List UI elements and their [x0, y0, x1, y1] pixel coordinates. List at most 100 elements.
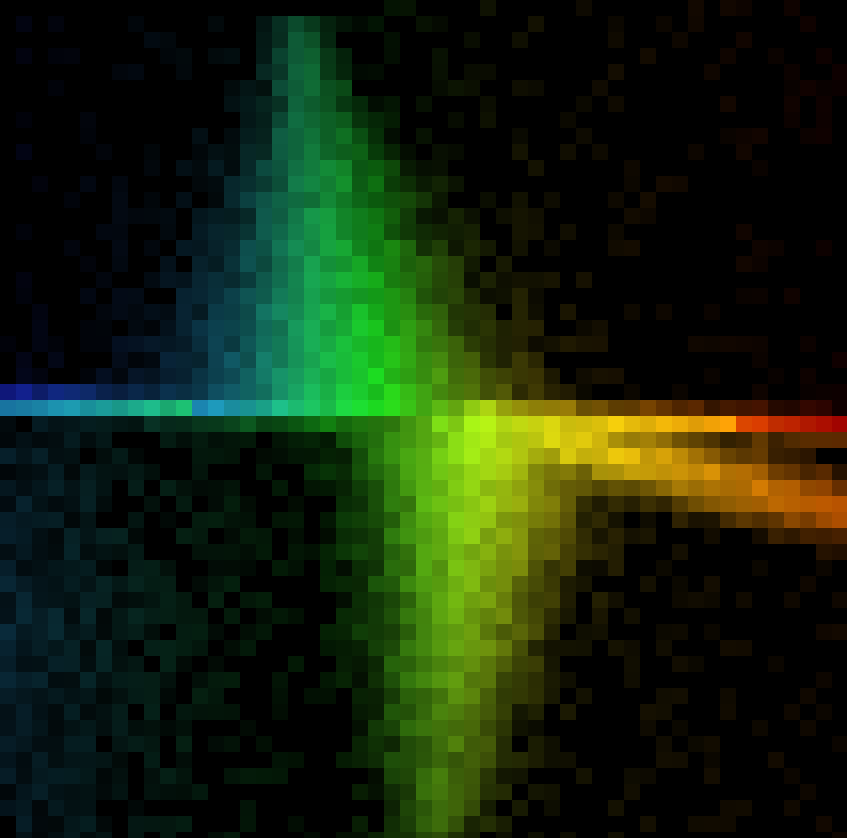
pixel-cell [432, 464, 448, 480]
pixel-cell [128, 208, 144, 224]
pixel-cell [208, 144, 224, 160]
pixel-cell [240, 128, 256, 144]
pixel-cell [528, 640, 544, 656]
pixel-cell [704, 576, 720, 592]
pixel-cell [720, 816, 736, 832]
pixel-cell [160, 416, 176, 432]
pixel-cell [832, 64, 847, 80]
pixel-cell [80, 432, 96, 448]
pixel-cell [400, 592, 416, 608]
pixel-cell [544, 544, 560, 560]
pixel-cell [304, 48, 320, 64]
pixel-cell [192, 240, 208, 256]
pixel-cell [496, 816, 512, 832]
pixel-cell [480, 736, 496, 752]
pixel-cell [352, 480, 368, 496]
pixel-cell [256, 16, 272, 32]
pixel-cell [384, 592, 400, 608]
pixel-cell [432, 608, 448, 624]
pixel-cell [160, 256, 176, 272]
pixel-cell [528, 320, 544, 336]
pixel-cell [464, 304, 480, 320]
pixel-cell [736, 464, 752, 480]
pixel-cell [272, 224, 288, 240]
pixel-cell [768, 496, 784, 512]
pixel-cell [480, 576, 496, 592]
pixel-cell [448, 320, 464, 336]
pixel-cell [560, 480, 576, 496]
pixel-cell [64, 624, 80, 640]
pixel-cell [320, 208, 336, 224]
pixel-cell [128, 688, 144, 704]
pixel-cell [544, 448, 560, 464]
pixel-cell [192, 400, 208, 416]
pixel-cell [672, 400, 688, 416]
pixel-cell [368, 320, 384, 336]
pixel-cell [816, 112, 832, 128]
pixel-cell [592, 528, 608, 544]
pixel-cell [288, 560, 304, 576]
pixel-cell [464, 416, 480, 432]
pixel-cell [592, 432, 608, 448]
pixel-cell [320, 464, 336, 480]
pixel-cell [416, 656, 432, 672]
pixel-cell [176, 384, 192, 400]
pixel-cell [496, 720, 512, 736]
pixel-cell [384, 656, 400, 672]
pixel-cell [464, 768, 480, 784]
pixel-cell [240, 192, 256, 208]
pixel-cell [352, 720, 368, 736]
pixel-cell [192, 784, 208, 800]
pixel-cell [576, 768, 592, 784]
pixel-cell [384, 416, 400, 432]
pixel-cell [432, 736, 448, 752]
pixel-cell [640, 720, 656, 736]
pixel-cell [464, 512, 480, 528]
pixel-cell [16, 832, 32, 838]
pixel-cell [448, 336, 464, 352]
pixel-cell [464, 336, 480, 352]
pixel-cell [336, 528, 352, 544]
pixel-cell [160, 512, 176, 528]
pixel-cell [256, 288, 272, 304]
pixel-cell [768, 48, 784, 64]
pixel-cell [112, 784, 128, 800]
pixel-cell [832, 384, 847, 400]
pixel-cell [80, 384, 96, 400]
pixel-cell [496, 832, 512, 838]
pixel-cell [816, 464, 832, 480]
pixel-cell [352, 352, 368, 368]
pixel-cell [576, 464, 592, 480]
pixel-cell [448, 736, 464, 752]
pixel-cell [144, 192, 160, 208]
pixel-cell [432, 240, 448, 256]
pixel-cell [416, 96, 432, 112]
pixel-cell [272, 448, 288, 464]
pixel-cell [176, 592, 192, 608]
pixel-cell [160, 672, 176, 688]
pixel-cell [80, 496, 96, 512]
pixel-cell [272, 272, 288, 288]
pixel-cell [256, 352, 272, 368]
pixel-cell [128, 672, 144, 688]
pixel-cell [336, 368, 352, 384]
pixel-cell [352, 272, 368, 288]
pixel-cell [336, 384, 352, 400]
pixel-cell [96, 720, 112, 736]
pixel-cell [448, 528, 464, 544]
pixel-cell [352, 704, 368, 720]
pixel-cell [368, 240, 384, 256]
pixel-cell [368, 464, 384, 480]
pixel-cell [736, 144, 752, 160]
pixel-cell [560, 512, 576, 528]
pixel-cell [160, 720, 176, 736]
pixel-cell [320, 544, 336, 560]
pixel-cell [448, 608, 464, 624]
pixel-cell [384, 800, 400, 816]
pixel-cell [224, 80, 240, 96]
pixel-cell [240, 816, 256, 832]
pixel-cell [608, 448, 624, 464]
pixel-cell [48, 480, 64, 496]
pixel-cell [256, 80, 272, 96]
pixel-cell [272, 144, 288, 160]
